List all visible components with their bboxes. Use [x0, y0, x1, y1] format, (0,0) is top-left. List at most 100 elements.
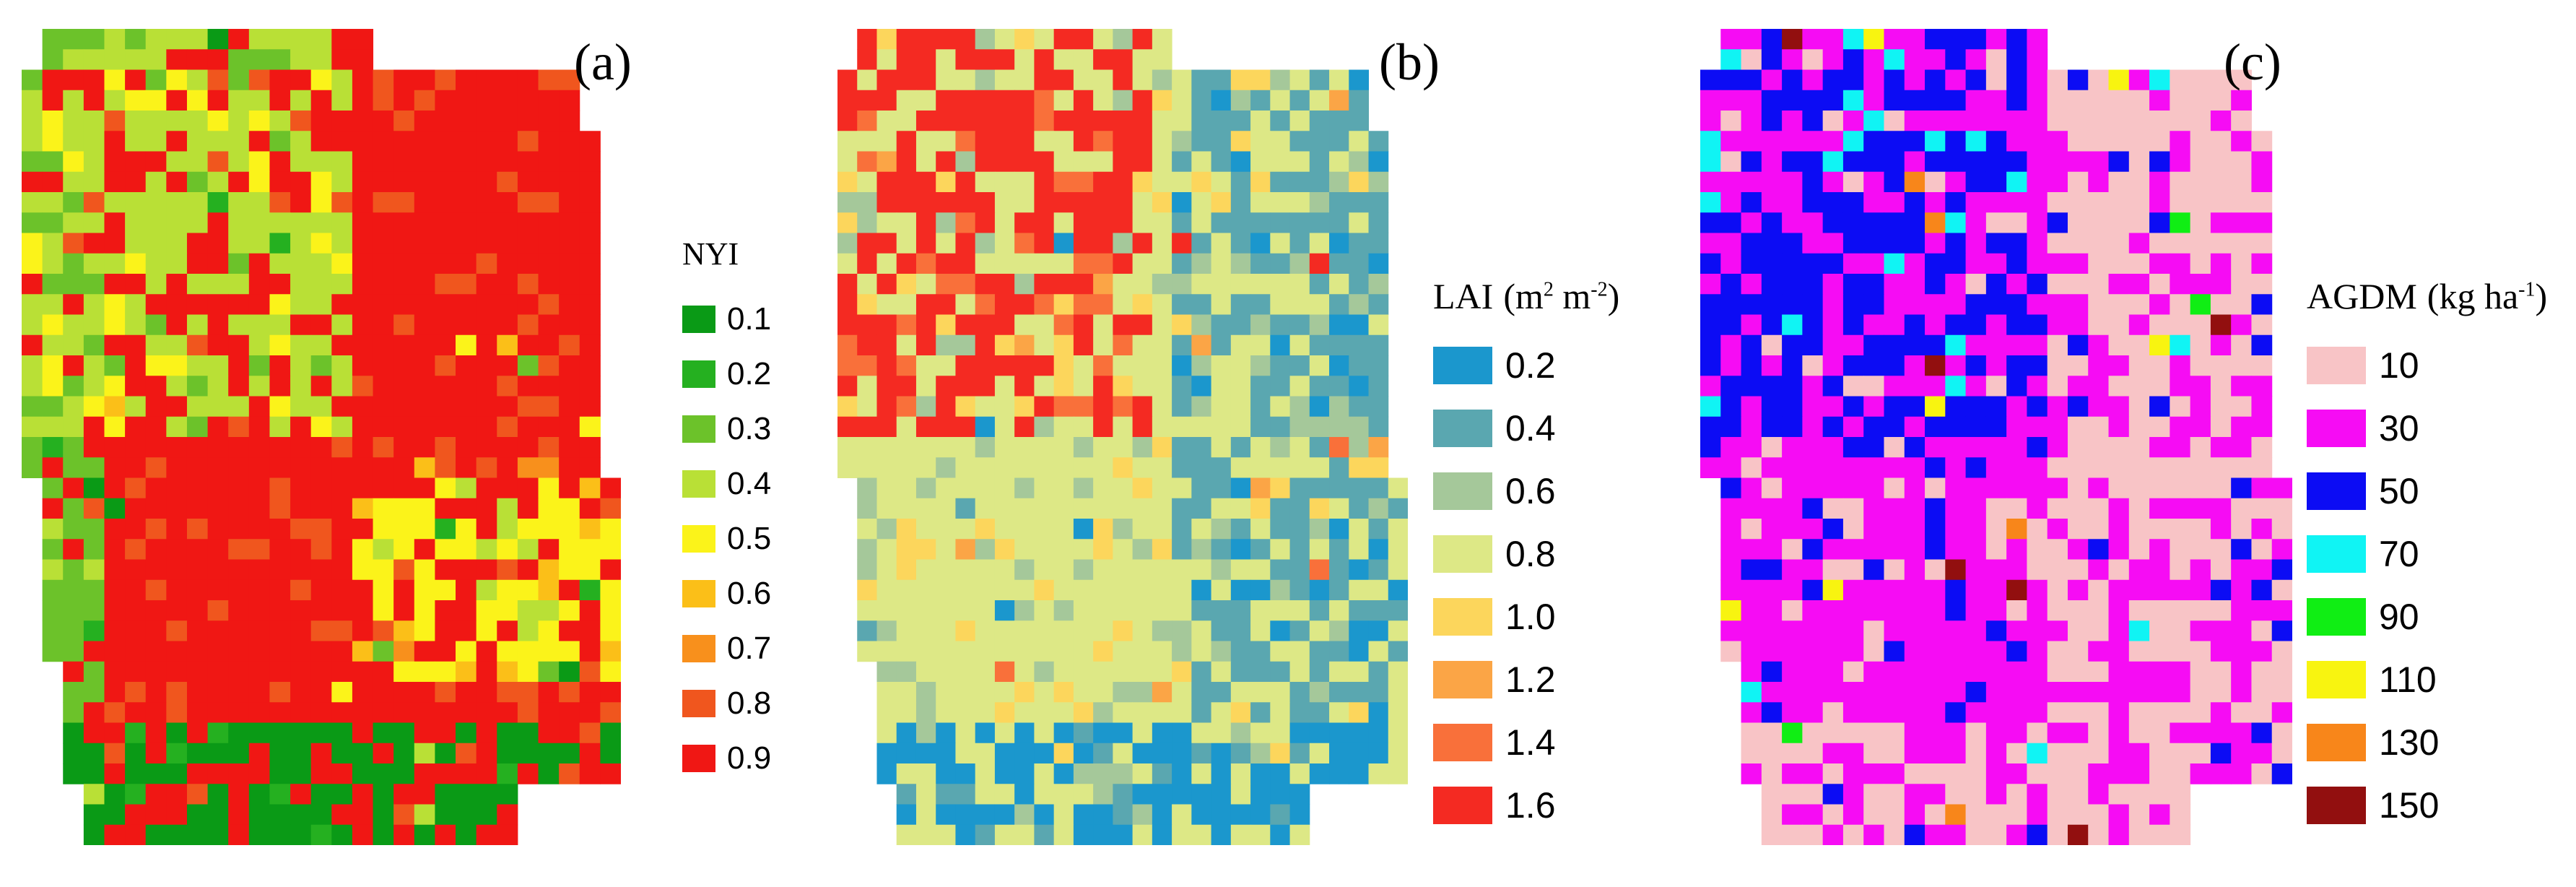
- map-cell: [2006, 171, 2027, 193]
- map-cell: [290, 49, 312, 70]
- map-cell: [994, 376, 1015, 397]
- map-cell: [559, 763, 580, 784]
- map-cell: [2251, 396, 2273, 417]
- map-cell: [915, 212, 936, 233]
- map-cell: [166, 212, 188, 233]
- map-cell: [2210, 171, 2232, 193]
- map-cell: [186, 457, 209, 478]
- map-cell: [1191, 641, 1212, 662]
- map-cell: [1191, 579, 1212, 601]
- map-cell: [857, 457, 877, 478]
- map-cell: [1965, 804, 1987, 826]
- map-cell: [1720, 498, 1742, 519]
- map-cell: [1368, 437, 1389, 458]
- map-cell: [352, 294, 374, 315]
- map-cell: [1388, 477, 1408, 499]
- map-cell: [414, 233, 435, 254]
- map-cell: [1863, 274, 1884, 295]
- map-cell: [456, 416, 477, 438]
- map-cell: [414, 69, 435, 91]
- map-cell: [600, 498, 621, 519]
- map-cell: [393, 743, 415, 764]
- map-cell: [456, 233, 477, 254]
- map-cell: [1985, 477, 2007, 499]
- map-cell: [2067, 233, 2089, 254]
- map-cell: [2027, 212, 2048, 233]
- map-cell: [207, 539, 229, 560]
- map-cell: [1782, 477, 1803, 499]
- map-cell: [1863, 192, 1884, 213]
- map-cell: [1761, 416, 1783, 438]
- map-cell: [600, 477, 621, 499]
- map-cell: [2231, 600, 2252, 621]
- map-cell: [1904, 111, 1926, 131]
- map-cell: [125, 294, 147, 315]
- map-cell: [2088, 661, 2110, 683]
- map-cell: [456, 661, 477, 683]
- map-cell: [876, 111, 897, 131]
- map-cell: [1945, 682, 1967, 703]
- map-cell: [1309, 396, 1330, 417]
- map-cell: [63, 579, 84, 601]
- map-cell: [228, 29, 250, 50]
- map-cell: [104, 69, 126, 91]
- map-cell: [1329, 69, 1349, 91]
- map-cell: [1093, 743, 1113, 764]
- map-cell: [352, 274, 374, 295]
- map-cell: [1172, 784, 1192, 805]
- map-cell: [2006, 579, 2027, 601]
- map-cell: [435, 253, 456, 274]
- map-cell: [435, 804, 456, 826]
- map-cell: [42, 212, 64, 233]
- map-cell: [1761, 579, 1783, 601]
- map-cell: [269, 314, 291, 336]
- map-cell: [1093, 784, 1113, 805]
- map-cell: [1802, 274, 1824, 295]
- map-cell: [1842, 702, 1864, 723]
- map-cell: [955, 641, 976, 662]
- map-cell: [1073, 29, 1094, 50]
- map-cell: [1842, 784, 1864, 805]
- map-cell: [896, 192, 917, 213]
- map-cell: [517, 498, 539, 519]
- map-cell: [2047, 253, 2068, 274]
- map-cell: [517, 519, 539, 540]
- map-cell: [1985, 722, 2007, 744]
- map-cell: [2128, 784, 2150, 805]
- map-cell: [2128, 600, 2150, 621]
- legend-swatch: [682, 415, 715, 443]
- map-cell: [538, 212, 560, 233]
- map-cell: [1884, 29, 1905, 50]
- map-cell: [1073, 69, 1094, 91]
- map-cell: [1985, 457, 2007, 478]
- map-cell: [22, 334, 43, 356]
- map-cell: [1368, 274, 1389, 295]
- map-cell: [1250, 824, 1271, 845]
- map-cell: [1863, 171, 1884, 193]
- legend-swatch: [682, 306, 715, 333]
- map-cell: [559, 620, 580, 641]
- map-cell: [915, 233, 936, 254]
- map-cell: [559, 396, 580, 417]
- map-cell: [559, 722, 580, 744]
- map-cell: [837, 274, 858, 295]
- map-cell: [994, 29, 1015, 50]
- map-cell: [145, 559, 167, 581]
- map-cell: [2088, 498, 2110, 519]
- map-cell: [994, 131, 1015, 152]
- map-cell: [1053, 784, 1074, 805]
- legend-value: 110: [2379, 659, 2437, 700]
- map-cell: [456, 477, 477, 499]
- map-cell: [1132, 396, 1153, 417]
- map-cell: [22, 233, 43, 254]
- map-cell: [1782, 722, 1803, 744]
- map-cell: [1741, 151, 1762, 173]
- map-cell: [248, 641, 270, 662]
- map-cell: [1113, 416, 1133, 438]
- map-cell: [2047, 396, 2068, 417]
- map-cell: [2027, 69, 2048, 91]
- map-cell: [2271, 600, 2292, 621]
- map-cell: [2067, 743, 2089, 764]
- map-cell: [1368, 763, 1389, 784]
- map-cell: [857, 131, 877, 152]
